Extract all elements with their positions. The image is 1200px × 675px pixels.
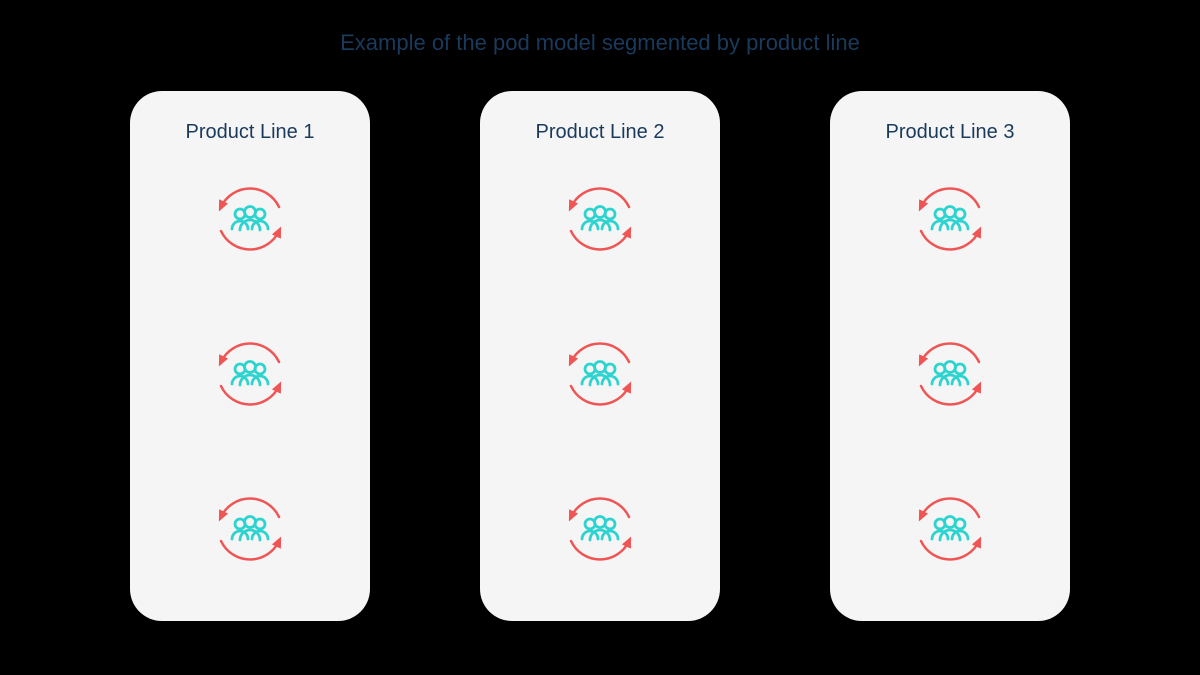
product-line-card: Product Line 3 <box>830 91 1070 621</box>
card-title: Product Line 3 <box>886 121 1015 144</box>
cycle-people-icon <box>555 484 645 574</box>
column-container: Product Line 1 <box>130 91 1070 621</box>
pod-list <box>205 174 295 574</box>
cycle-people-icon <box>905 174 995 264</box>
cycle-people-icon <box>555 174 645 264</box>
card-title: Product Line 2 <box>536 121 665 144</box>
cycle-people-icon <box>205 484 295 574</box>
cycle-people-icon <box>905 484 995 574</box>
product-line-card: Product Line 2 <box>480 91 720 621</box>
product-line-card: Product Line 1 <box>130 91 370 621</box>
cycle-people-icon <box>555 329 645 419</box>
cycle-people-icon <box>905 329 995 419</box>
card-title: Product Line 1 <box>186 121 315 144</box>
pod-list <box>555 174 645 574</box>
diagram-title: Example of the pod model segmented by pr… <box>340 30 860 56</box>
cycle-people-icon <box>205 329 295 419</box>
cycle-people-icon <box>205 174 295 264</box>
pod-list <box>905 174 995 574</box>
